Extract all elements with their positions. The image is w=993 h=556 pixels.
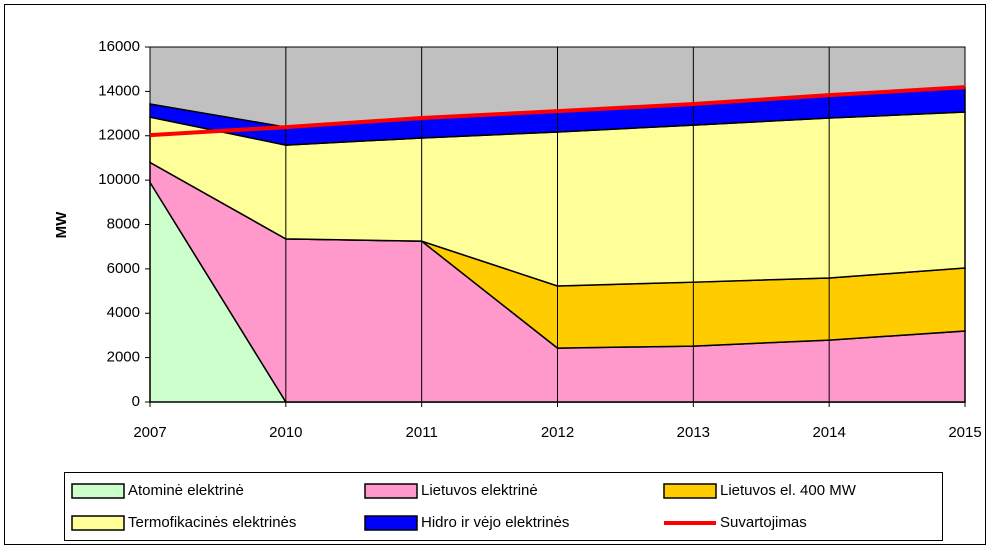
legend-marker bbox=[364, 483, 418, 499]
line bbox=[149, 85, 966, 138]
x-tick-label: 2010 bbox=[269, 424, 302, 441]
y-tick-label: 10000 bbox=[98, 171, 140, 188]
legend-label: Atominė elektrinė bbox=[128, 482, 244, 499]
legend-marker bbox=[71, 515, 125, 531]
x-tick-label: 2015 bbox=[948, 424, 981, 441]
y-tick-label: 4000 bbox=[107, 304, 140, 321]
y-tick-label: 16000 bbox=[98, 38, 140, 55]
legend-label: Termofikacinės elektrinės bbox=[128, 514, 296, 531]
legend-label: Hidro ir vėjo elektrinės bbox=[421, 514, 569, 531]
y-tick-label: 12000 bbox=[98, 127, 140, 144]
y-tick-label: 8000 bbox=[107, 215, 140, 232]
legend-marker bbox=[364, 515, 418, 531]
legend-box bbox=[64, 472, 943, 541]
y-tick-label: 14000 bbox=[98, 82, 140, 99]
x-tick-label: 2014 bbox=[812, 424, 845, 441]
legend-label: Lietuvos elektrinė bbox=[421, 482, 538, 499]
legend-label: Lietuvos el. 400 MW bbox=[720, 482, 857, 499]
y-tick-label: 2000 bbox=[107, 349, 140, 366]
legend-label: Suvartojimas bbox=[720, 514, 807, 531]
x-tick-label: 2013 bbox=[677, 424, 710, 441]
x-tick-label: 2011 bbox=[406, 424, 438, 441]
y-tick-label: 6000 bbox=[107, 260, 140, 277]
y-axis-label: MW bbox=[53, 211, 70, 238]
legend-marker bbox=[71, 483, 125, 499]
x-tick-label: 2007 bbox=[133, 424, 166, 441]
x-tick-label: 2012 bbox=[541, 424, 574, 441]
legend-marker bbox=[663, 483, 717, 499]
y-tick-label: 0 bbox=[132, 393, 140, 410]
